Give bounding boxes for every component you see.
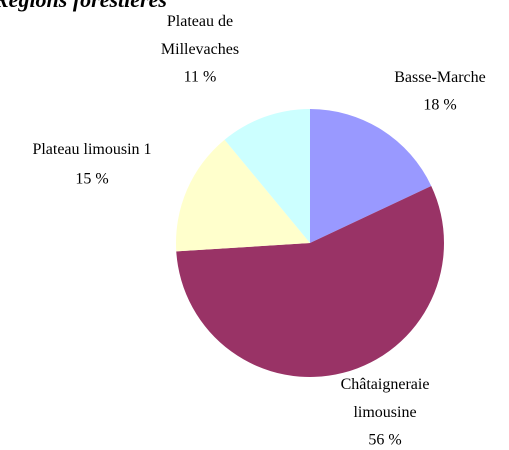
- slice-value-label: 18 %: [423, 97, 456, 114]
- slice-label: Châtaigneraie limousine: [341, 376, 430, 421]
- slice-label: Plateau de Millevaches: [161, 13, 239, 58]
- slice-label: Basse-Marche: [394, 69, 486, 86]
- slice-value-label: 56 %: [368, 432, 401, 449]
- pie-slice: [176, 139, 310, 252]
- slice-value-label: 15 %: [75, 171, 108, 188]
- slice-value-label: 11 %: [184, 69, 217, 86]
- slice-label: Plateau limousin 1: [32, 141, 151, 158]
- pie-slice: [310, 109, 432, 243]
- pie-slice: [176, 185, 445, 377]
- pie-slice: [224, 109, 310, 243]
- chart-title: Régions forestières: [0, 0, 167, 12]
